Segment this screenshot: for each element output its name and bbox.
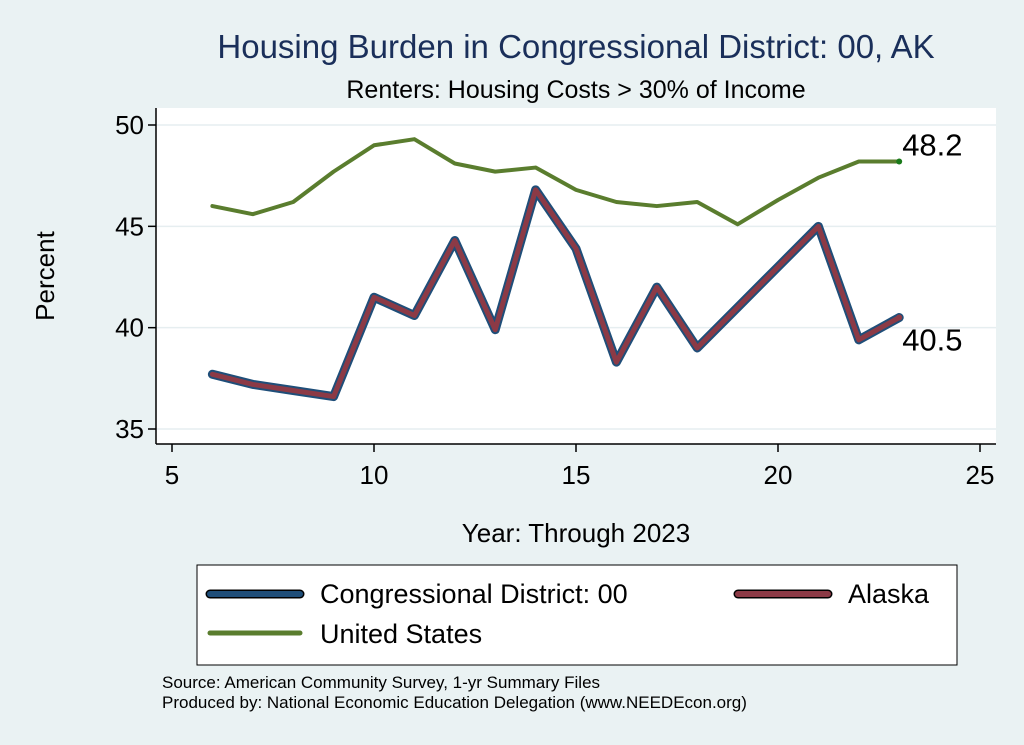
y-tick-label-50: 50 [115,110,144,140]
y-tick-label-45: 45 [115,211,144,241]
legend-label-district: Congressional District: 00 [320,579,628,609]
chart-subtitle: Renters: Housing Costs > 30% of Income [346,76,805,104]
produced-by-note: Produced by: National Economic Education… [162,693,747,712]
x-tick-label-5: 5 [165,460,179,490]
tick-labels: 35 40 45 50 5 10 15 20 25 [115,110,994,490]
series-line-united-states [210,137,902,227]
x-tick-label-10: 10 [360,460,389,490]
plot-area [156,108,996,444]
end-labels: 48.2 40.5 [902,127,962,357]
end-label-united-states: 48.2 [902,127,962,162]
legend-box [196,564,958,666]
chart-title: Housing Burden in Congressional District… [217,28,934,65]
x-axis-label: Year: Through 2023 [462,518,690,548]
x-tick-label-20: 20 [764,460,793,490]
source-note: Source: American Community Survey, 1-yr … [162,673,600,692]
legend: Congressional District: 00 Alaska United… [196,564,958,666]
series-line-alaska [209,187,902,400]
end-point-united-states [896,158,903,165]
y-tick-label-35: 35 [115,414,144,444]
grid-lines [156,124,996,430]
x-tick-label-25: 25 [966,460,995,490]
end-point-alaska [896,314,903,321]
x-tick-label-15: 15 [562,460,591,490]
legend-label-united-states: United States [320,619,482,649]
series-lines [207,137,904,402]
y-axis-label: Percent [30,230,60,320]
axes [148,108,996,452]
legend-label-alaska: Alaska [848,579,930,609]
end-label-alaska: 40.5 [902,323,962,358]
y-tick-label-40: 40 [115,313,144,343]
